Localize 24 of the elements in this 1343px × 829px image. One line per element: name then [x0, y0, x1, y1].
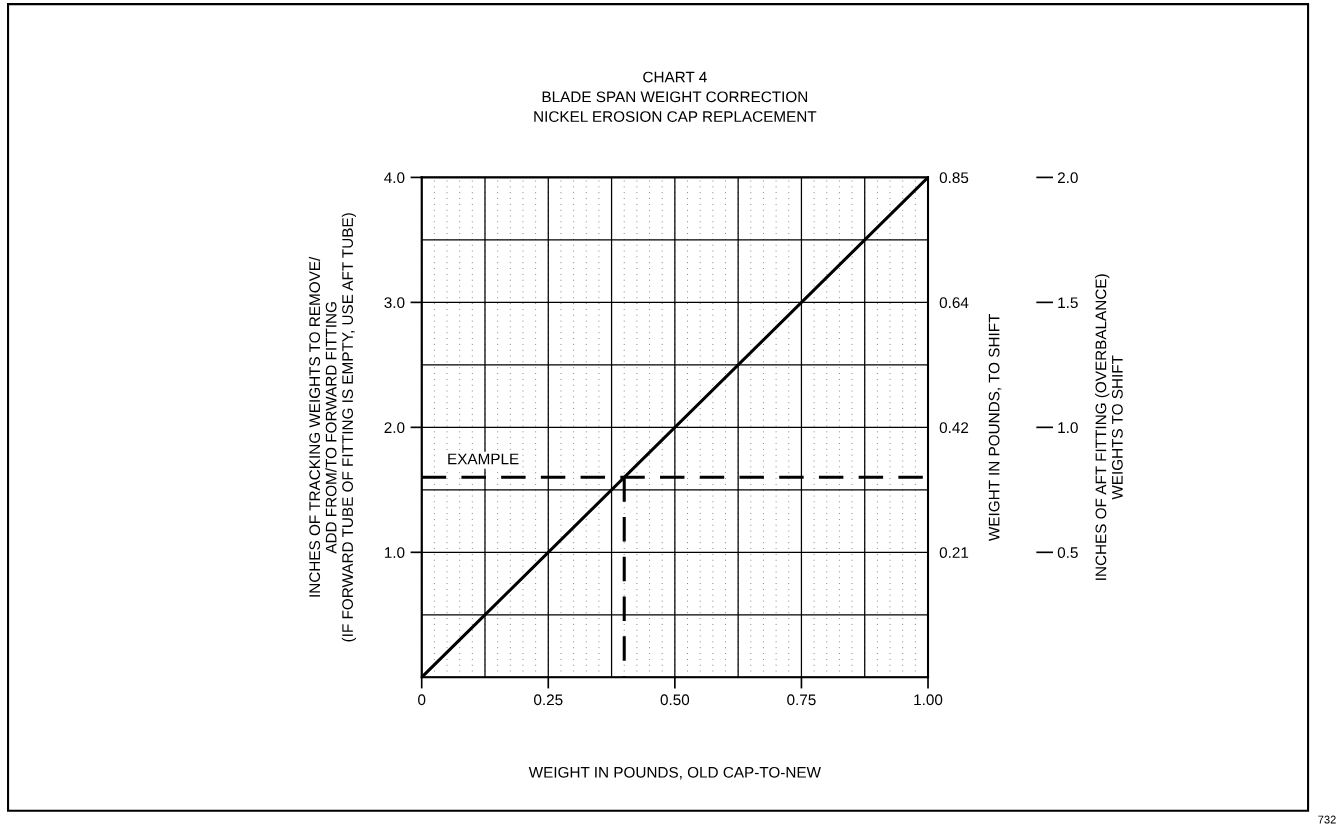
y3-tick-label: 1.5: [1058, 297, 1078, 309]
y3-tick-label: 1.0: [1058, 422, 1078, 434]
y2-tick-label: 0.85: [939, 172, 969, 184]
x-tick-label: 0.75: [787, 694, 816, 706]
y3-axis-title: INCHES OF AFT FITTING (OVERBALANCE) WEIGHTS TO SHIFT: [1095, 274, 1123, 580]
y2-tick-label: 0.21: [939, 547, 969, 559]
x-tick-label: 1.00: [914, 694, 943, 706]
x-tick-label: 0.50: [660, 694, 690, 706]
x-tick-label: 0.25: [534, 694, 563, 706]
ref-line-label: EXAMPLE: [448, 453, 519, 465]
y-tick-label: 3.0: [384, 297, 405, 309]
y3-tick-label: 2.0: [1057, 172, 1078, 184]
y-axis-title: INCHES OF TRACKING WEIGHTS TO REMOVE/ ADD FROM/TO FORWARD FITTING (IF FORWARD TUBE OF FITTING IS EMPTY, USE AFT TUBE): [308, 213, 357, 642]
x-tick-label: 0: [418, 694, 426, 706]
y2-tick-label: 0.64: [939, 297, 969, 309]
y2-axis-title: WEIGHT IN POUNDS, TO SHIFT: [988, 313, 1002, 542]
text: 732: [1318, 815, 1336, 824]
y3-tick-label: 0.5: [1057, 547, 1078, 559]
x-axis-title: WEIGHT IN POUNDS, OLD CAP-TO-NEW: [528, 766, 821, 780]
y-tick-label: 2.0: [384, 422, 405, 434]
y-tick-label: 4.0: [384, 172, 405, 184]
y-tick-label: 1.0: [384, 547, 405, 559]
y2-tick-label: 0.42: [939, 422, 969, 434]
chart-title: CHART 4 BLADE SPAN WEIGHT CORRECTION NICKEL EROSION CAP REPLACEMENT: [534, 71, 817, 122]
